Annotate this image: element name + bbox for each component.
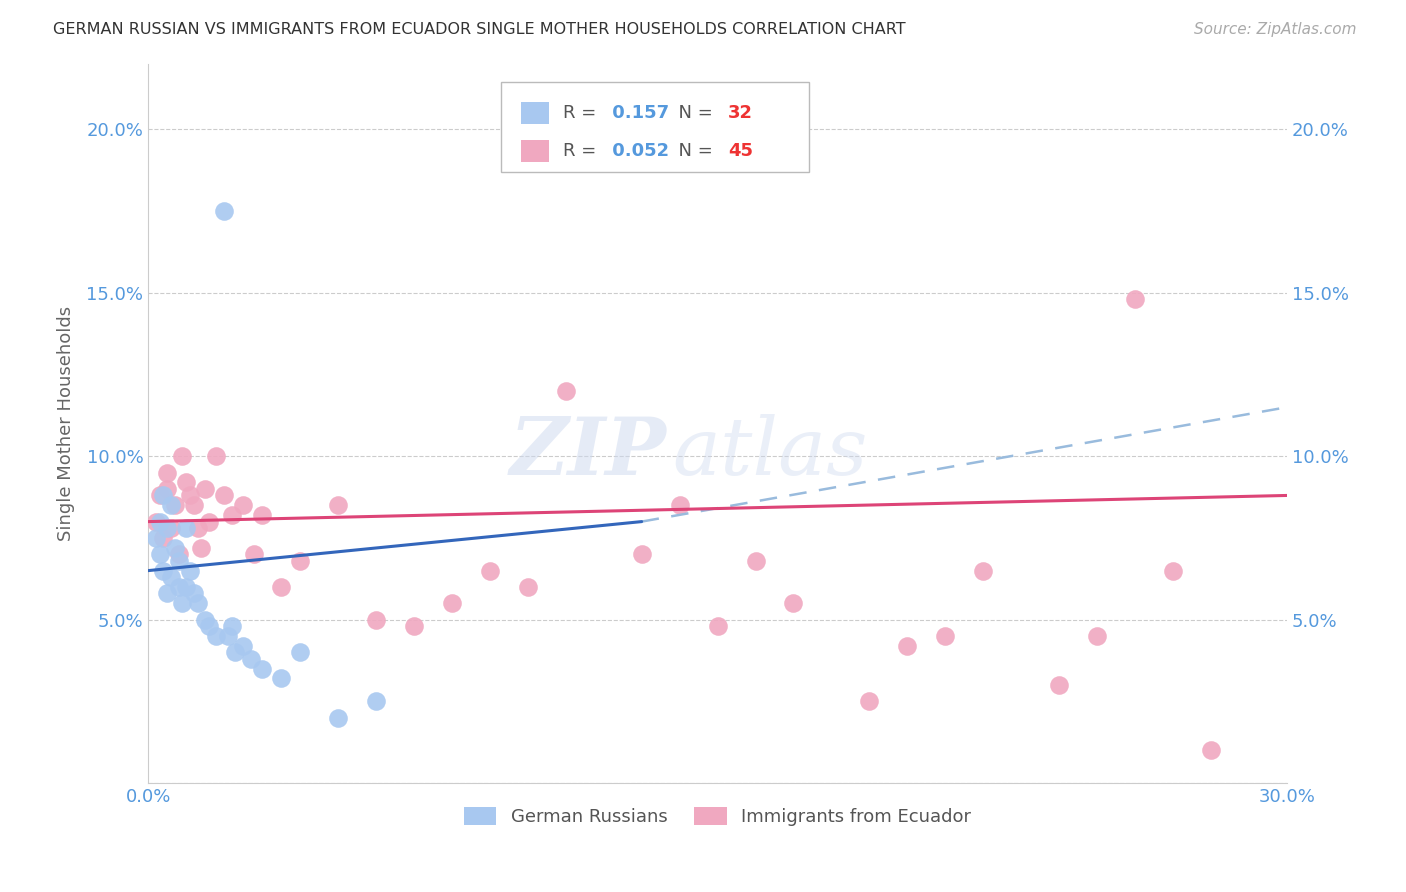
Point (190, 541, 212, 555)
Point (239, 652, 262, 666)
Point (706, 619, 728, 633)
Point (183, 586, 205, 600)
Point (183, 498, 205, 512)
Point (212, 488, 235, 502)
Point (326, 498, 349, 512)
Point (205, 449, 228, 463)
Point (160, 521, 183, 535)
Text: 0.157: 0.157 (606, 104, 669, 122)
Point (1085, 629, 1108, 643)
Point (478, 564, 501, 578)
Text: N =: N = (668, 142, 718, 160)
Point (288, 554, 311, 568)
FancyBboxPatch shape (520, 140, 548, 161)
Point (172, 596, 194, 610)
Point (167, 547, 190, 561)
Point (270, 580, 292, 594)
Text: ZIP: ZIP (509, 414, 666, 491)
Point (174, 475, 197, 490)
Point (172, 449, 194, 463)
Point (934, 629, 956, 643)
Point (163, 498, 186, 512)
Point (1123, 293, 1146, 307)
Text: atlas: atlas (672, 414, 868, 491)
Point (174, 521, 197, 535)
Point (198, 515, 221, 529)
Point (516, 580, 538, 594)
Point (221, 508, 243, 522)
Point (232, 639, 254, 653)
FancyBboxPatch shape (520, 103, 548, 124)
Point (326, 711, 349, 725)
Point (858, 694, 880, 708)
Text: 45: 45 (728, 142, 752, 160)
Text: Source: ZipAtlas.com: Source: ZipAtlas.com (1194, 22, 1357, 37)
Point (156, 482, 179, 496)
Point (152, 531, 174, 545)
Point (250, 508, 273, 522)
Point (156, 586, 179, 600)
Text: GERMAN RUSSIAN VS IMMIGRANTS FROM ECUADOR SINGLE MOTHER HOUSEHOLDS CORRELATION C: GERMAN RUSSIAN VS IMMIGRANTS FROM ECUADO… (53, 22, 905, 37)
Point (145, 531, 167, 545)
Point (145, 515, 167, 529)
Y-axis label: Single Mother Households: Single Mother Households (58, 306, 75, 541)
Point (288, 645, 311, 659)
Point (212, 204, 235, 219)
FancyBboxPatch shape (501, 82, 808, 172)
Point (250, 662, 273, 676)
Point (402, 619, 425, 633)
Point (156, 521, 179, 535)
Point (152, 564, 174, 578)
Point (221, 619, 243, 633)
Point (744, 554, 766, 568)
Text: N =: N = (668, 104, 718, 122)
Point (1047, 678, 1070, 692)
Point (440, 596, 463, 610)
Point (160, 570, 183, 584)
Text: 32: 32 (728, 104, 752, 122)
Point (972, 564, 994, 578)
Point (194, 613, 217, 627)
Point (217, 629, 239, 643)
Point (156, 466, 179, 480)
Point (270, 672, 292, 686)
Point (148, 515, 170, 529)
Point (179, 488, 201, 502)
Point (243, 547, 266, 561)
Legend: German Russians, Immigrants from Ecuador: German Russians, Immigrants from Ecuador (454, 798, 980, 835)
Point (167, 580, 190, 594)
Point (630, 547, 652, 561)
Point (198, 619, 221, 633)
Point (782, 596, 804, 610)
Point (148, 488, 170, 502)
Point (160, 498, 183, 512)
Point (186, 521, 208, 535)
Point (179, 564, 201, 578)
Point (364, 694, 387, 708)
Point (554, 384, 576, 398)
Text: R =: R = (562, 104, 602, 122)
Point (186, 596, 208, 610)
Text: R =: R = (562, 142, 602, 160)
Point (194, 482, 217, 496)
Point (1161, 564, 1184, 578)
Point (896, 639, 918, 653)
Point (174, 580, 197, 594)
Point (152, 488, 174, 502)
Point (167, 554, 190, 568)
Point (148, 547, 170, 561)
Point (224, 645, 246, 659)
Text: 0.052: 0.052 (606, 142, 669, 160)
Point (163, 541, 186, 555)
Point (668, 498, 690, 512)
Point (205, 629, 228, 643)
Point (364, 613, 387, 627)
Point (232, 498, 254, 512)
Point (1199, 743, 1222, 757)
